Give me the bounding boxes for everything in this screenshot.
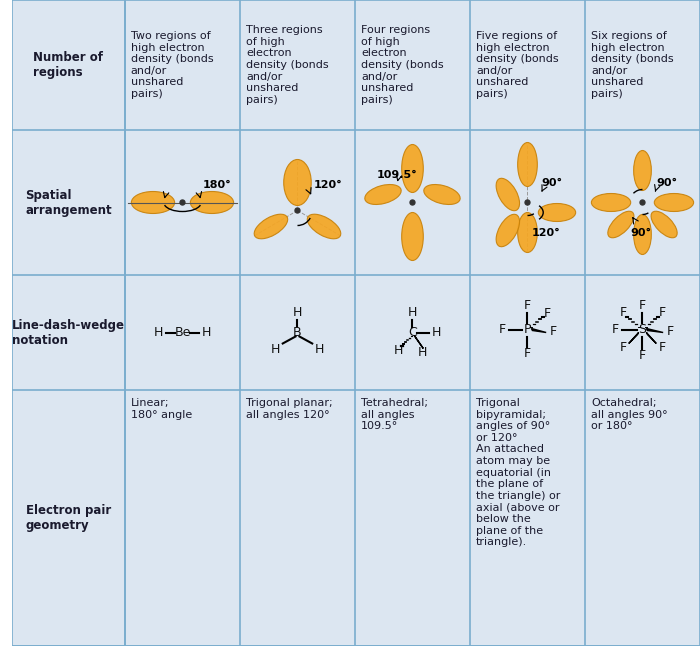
Ellipse shape (132, 191, 174, 213)
Text: H: H (202, 326, 211, 339)
Ellipse shape (538, 203, 575, 222)
Text: F: F (620, 306, 626, 319)
Text: Line-dash-wedge
notation: Line-dash-wedge notation (12, 318, 125, 346)
Text: F: F (550, 325, 556, 338)
Text: F: F (544, 307, 551, 320)
Ellipse shape (654, 194, 694, 211)
Text: Number of
regions: Number of regions (34, 51, 104, 79)
Circle shape (410, 200, 415, 205)
Text: H: H (418, 346, 427, 359)
Text: Five regions of
high electron
density (bonds
and/or
unshared
pairs): Five regions of high electron density (b… (476, 31, 559, 99)
Ellipse shape (365, 185, 401, 205)
Text: 90°: 90° (631, 227, 652, 238)
Text: F: F (620, 341, 626, 354)
Ellipse shape (634, 151, 651, 191)
Polygon shape (414, 335, 424, 348)
Text: F: F (659, 341, 666, 354)
Text: F: F (498, 323, 505, 336)
Text: Six regions of
high electron
density (bonds
and/or
unshared
pairs): Six regions of high electron density (bo… (591, 31, 673, 99)
Text: 120°: 120° (531, 227, 560, 238)
Ellipse shape (592, 194, 631, 211)
Text: Two regions of
high electron
density (bonds
and/or
unshared
pairs): Two regions of high electron density (bo… (131, 31, 214, 99)
Ellipse shape (518, 213, 538, 253)
Text: F: F (524, 299, 531, 312)
Text: Three regions
of high
electron
density (bonds
and/or
unshared
pairs): Three regions of high electron density (… (246, 25, 328, 105)
Ellipse shape (634, 214, 651, 255)
Text: 109.5°: 109.5° (377, 169, 418, 180)
Ellipse shape (284, 160, 312, 205)
Text: Trigonal planar;
all angles 120°: Trigonal planar; all angles 120° (246, 398, 332, 420)
Text: 90°: 90° (541, 178, 562, 187)
Ellipse shape (518, 143, 538, 187)
Ellipse shape (402, 213, 424, 260)
Text: S: S (638, 323, 647, 336)
Text: F: F (666, 325, 673, 338)
Ellipse shape (254, 214, 288, 239)
Text: 180°: 180° (203, 180, 232, 189)
Text: Octahedral;
all angles 90°
or 180°: Octahedral; all angles 90° or 180° (591, 398, 668, 431)
Ellipse shape (190, 191, 234, 213)
Text: Linear;
180° angle: Linear; 180° angle (131, 398, 192, 420)
Circle shape (525, 200, 530, 205)
Text: P: P (524, 323, 531, 336)
Circle shape (640, 200, 645, 205)
Circle shape (295, 208, 300, 213)
Ellipse shape (496, 214, 519, 247)
Polygon shape (646, 333, 657, 344)
Text: Trigonal
bipyramidal;
angles of 90°
or 120°
An attached
atom may be
equatorial (: Trigonal bipyramidal; angles of 90° or 1… (476, 398, 560, 547)
Text: B: B (293, 326, 302, 339)
Text: Tetrahedral;
all angles
109.5°: Tetrahedral; all angles 109.5° (361, 398, 428, 431)
Text: F: F (639, 299, 646, 312)
Text: H: H (271, 343, 281, 356)
Polygon shape (629, 333, 638, 344)
Text: H: H (394, 344, 403, 357)
Polygon shape (646, 329, 663, 333)
Text: C: C (408, 326, 417, 339)
Ellipse shape (307, 214, 341, 239)
Text: H: H (293, 306, 302, 319)
Text: Spatial
arrangement: Spatial arrangement (25, 189, 112, 216)
Text: F: F (659, 306, 666, 319)
Text: 90°: 90° (657, 178, 678, 187)
Circle shape (180, 200, 185, 205)
Text: F: F (524, 347, 531, 360)
Text: Electron pair
geometry: Electron pair geometry (26, 504, 111, 532)
Text: H: H (431, 326, 441, 339)
Text: Be: Be (174, 326, 190, 339)
Text: H: H (154, 326, 164, 339)
Ellipse shape (424, 185, 460, 205)
Text: Four regions
of high
electron
density (bonds
and/or
unshared
pairs): Four regions of high electron density (b… (361, 25, 444, 105)
Text: H: H (408, 306, 417, 319)
Text: F: F (611, 323, 619, 336)
Text: 120°: 120° (313, 180, 342, 189)
Ellipse shape (651, 211, 677, 238)
Polygon shape (531, 329, 546, 333)
Ellipse shape (496, 178, 519, 211)
Text: F: F (639, 349, 646, 362)
Ellipse shape (402, 145, 424, 193)
Ellipse shape (608, 211, 634, 238)
Text: H: H (314, 343, 324, 356)
